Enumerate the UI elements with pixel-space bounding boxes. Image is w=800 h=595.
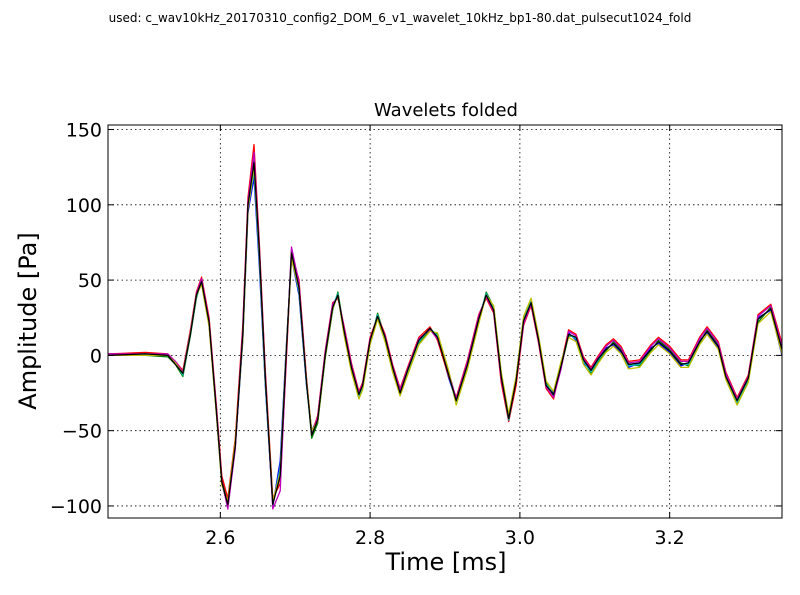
x-tick-label: 3.0 — [505, 527, 535, 549]
series-line-4 — [107, 171, 783, 506]
y-tick-label: −100 — [50, 496, 102, 518]
x-tick-label: 3.2 — [655, 527, 685, 549]
x-axis-label: Time [ms] — [385, 548, 507, 576]
x-tick-label: 2.8 — [355, 527, 385, 549]
used-file-text: used: c_wav10kHz_20170310_config2_DOM_6_… — [109, 11, 692, 25]
x-tick-label: 2.6 — [205, 527, 235, 549]
y-tick-label: 0 — [90, 345, 102, 367]
series-line-6 — [108, 166, 783, 503]
series-line-1 — [108, 177, 783, 507]
y-tick-label: 100 — [66, 195, 102, 217]
series-lines — [107, 143, 783, 510]
chart-title: Wavelets folded — [374, 100, 518, 121]
plot-area-frame — [107, 124, 783, 519]
y-tick-label: −50 — [62, 421, 102, 443]
axis-ticks: 2.6 2.8 3.0 3.2 −100 −50 0 50 100 150 — [50, 120, 782, 549]
series-line-7 — [107, 161, 783, 506]
y-tick-label: 50 — [78, 270, 102, 292]
y-axis-label: Amplitude [Pa] — [14, 232, 42, 409]
y-tick-label: 150 — [66, 120, 102, 142]
